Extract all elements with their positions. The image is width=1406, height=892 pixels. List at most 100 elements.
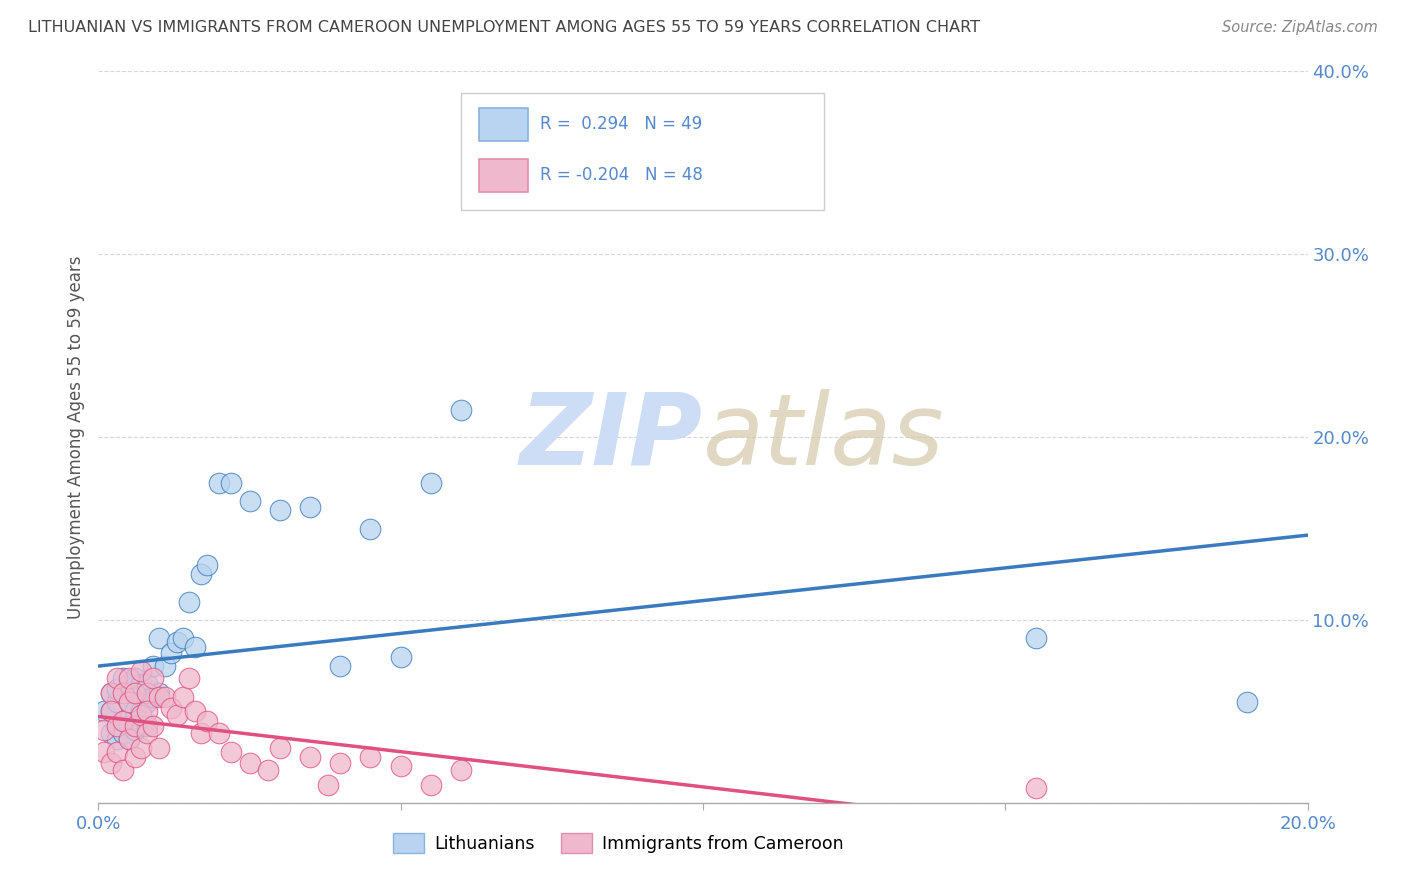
Point bbox=[111, 686, 134, 700]
Point bbox=[111, 714, 134, 728]
Point bbox=[389, 759, 412, 773]
Point bbox=[208, 475, 231, 490]
Point bbox=[100, 705, 122, 719]
Point bbox=[124, 719, 146, 733]
Point bbox=[239, 756, 262, 770]
Point bbox=[148, 690, 170, 704]
Point bbox=[153, 690, 176, 704]
Point bbox=[124, 672, 146, 686]
Point bbox=[221, 745, 243, 759]
Y-axis label: Unemployment Among Ages 55 to 59 years: Unemployment Among Ages 55 to 59 years bbox=[66, 255, 84, 619]
Point bbox=[100, 705, 122, 719]
FancyBboxPatch shape bbox=[479, 159, 527, 192]
Text: R =  0.294   N = 49: R = 0.294 N = 49 bbox=[540, 115, 702, 133]
Point bbox=[153, 658, 176, 673]
Point bbox=[1024, 632, 1046, 646]
Point bbox=[135, 695, 157, 709]
Point bbox=[124, 686, 146, 700]
Point bbox=[118, 672, 141, 686]
Point bbox=[1236, 695, 1258, 709]
Point bbox=[124, 723, 146, 737]
Point bbox=[118, 677, 141, 691]
Point bbox=[105, 719, 128, 733]
Point bbox=[100, 726, 122, 740]
Point bbox=[221, 475, 243, 490]
Point bbox=[118, 695, 141, 709]
Point bbox=[93, 705, 115, 719]
Point bbox=[190, 726, 212, 740]
Point bbox=[135, 719, 157, 733]
Point bbox=[93, 745, 115, 759]
Point bbox=[118, 731, 141, 746]
Point bbox=[360, 521, 382, 535]
Point bbox=[148, 740, 170, 755]
Point bbox=[129, 708, 152, 723]
Point bbox=[100, 686, 122, 700]
Point bbox=[105, 745, 128, 759]
Point bbox=[135, 686, 157, 700]
Point bbox=[100, 756, 122, 770]
Point bbox=[269, 740, 291, 755]
Point bbox=[105, 672, 128, 686]
Point bbox=[129, 705, 152, 719]
Point bbox=[195, 558, 218, 573]
Text: R = -0.204   N = 48: R = -0.204 N = 48 bbox=[540, 166, 703, 185]
Point bbox=[299, 750, 322, 764]
Point bbox=[160, 646, 183, 660]
Point bbox=[124, 686, 146, 700]
Text: Source: ZipAtlas.com: Source: ZipAtlas.com bbox=[1222, 20, 1378, 35]
Point bbox=[129, 664, 152, 678]
Point bbox=[142, 658, 165, 673]
Point bbox=[142, 690, 165, 704]
Point bbox=[1024, 781, 1046, 796]
Point bbox=[148, 632, 170, 646]
Point bbox=[190, 567, 212, 582]
Point bbox=[172, 690, 194, 704]
Point bbox=[135, 705, 157, 719]
Point bbox=[111, 763, 134, 777]
Text: atlas: atlas bbox=[703, 389, 945, 485]
Point bbox=[172, 632, 194, 646]
Point bbox=[118, 695, 141, 709]
Point bbox=[184, 705, 207, 719]
Point bbox=[111, 714, 134, 728]
Point bbox=[160, 700, 183, 714]
Point bbox=[124, 705, 146, 719]
Point bbox=[420, 778, 443, 792]
Legend: Lithuanians, Immigrants from Cameroon: Lithuanians, Immigrants from Cameroon bbox=[385, 826, 851, 860]
Point bbox=[420, 475, 443, 490]
Point bbox=[148, 686, 170, 700]
Point bbox=[135, 677, 157, 691]
Point bbox=[256, 763, 278, 777]
Point bbox=[184, 640, 207, 655]
Point bbox=[135, 726, 157, 740]
Point bbox=[100, 686, 122, 700]
Point bbox=[111, 726, 134, 740]
Point bbox=[129, 677, 152, 691]
FancyBboxPatch shape bbox=[461, 94, 824, 211]
Point bbox=[360, 750, 382, 764]
Point bbox=[129, 719, 152, 733]
Point bbox=[124, 750, 146, 764]
Point bbox=[179, 672, 201, 686]
Point bbox=[142, 672, 165, 686]
Text: LITHUANIAN VS IMMIGRANTS FROM CAMEROON UNEMPLOYMENT AMONG AGES 55 TO 59 YEARS CO: LITHUANIAN VS IMMIGRANTS FROM CAMEROON U… bbox=[28, 20, 980, 35]
Point bbox=[208, 726, 231, 740]
Point bbox=[105, 682, 128, 697]
Text: ZIP: ZIP bbox=[520, 389, 703, 485]
Point bbox=[329, 658, 352, 673]
Point bbox=[329, 756, 352, 770]
Point bbox=[269, 503, 291, 517]
Point bbox=[118, 731, 141, 746]
Point bbox=[316, 778, 339, 792]
Point bbox=[450, 763, 472, 777]
Point bbox=[299, 500, 322, 514]
Point bbox=[142, 719, 165, 733]
Point bbox=[111, 672, 134, 686]
Point bbox=[450, 402, 472, 417]
Point bbox=[166, 708, 188, 723]
Point bbox=[239, 494, 262, 508]
Point bbox=[129, 740, 152, 755]
FancyBboxPatch shape bbox=[479, 108, 527, 141]
Point bbox=[195, 714, 218, 728]
